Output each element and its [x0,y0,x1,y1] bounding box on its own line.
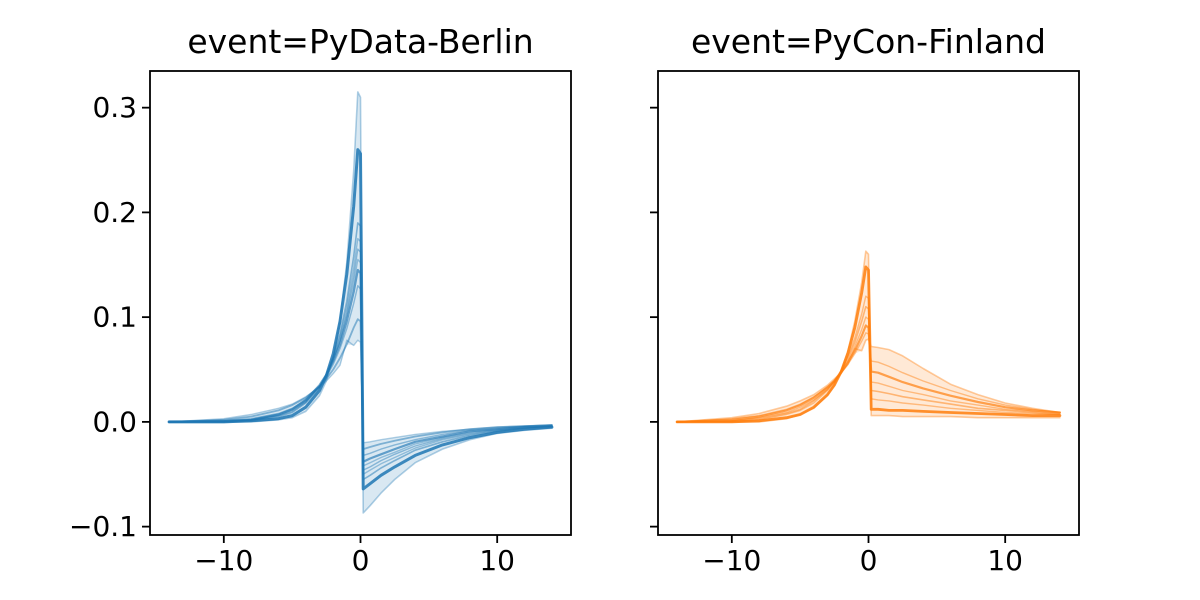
right-plot-title: event=PyCon-Finland [690,22,1047,61]
sample-curve [676,332,1061,423]
y-tick-label: 0.0 [92,405,137,438]
sample-curve [168,318,553,450]
sample-curve [168,91,553,514]
x-tick-label: 10 [479,544,515,577]
y-tick-label: 0.2 [92,196,137,229]
sample-curve [676,324,1061,423]
sample-curve [676,295,1061,423]
sample-curve [168,339,553,444]
sample-curve [168,268,553,463]
y-tick-label: −0.1 [69,510,137,543]
sample-curve [676,305,1061,423]
x-tick-label: 0 [860,544,878,577]
x-tick-label: 0 [352,544,370,577]
sample-curve [168,237,553,475]
sample-curve [676,316,1061,423]
x-tick-label: −10 [194,544,253,577]
y-tick-label: 0.3 [92,91,137,124]
sample-curve [167,148,554,491]
left-plot-title: event=PyData-Berlin [187,22,534,61]
x-tick-label: 10 [987,544,1023,577]
x-tick-label: −10 [702,544,761,577]
sample-curve [675,265,1062,424]
sample-curve [676,338,1061,423]
sample-curve [168,222,553,481]
y-tick-label: 0.1 [92,301,137,334]
sample-curve [168,285,553,457]
